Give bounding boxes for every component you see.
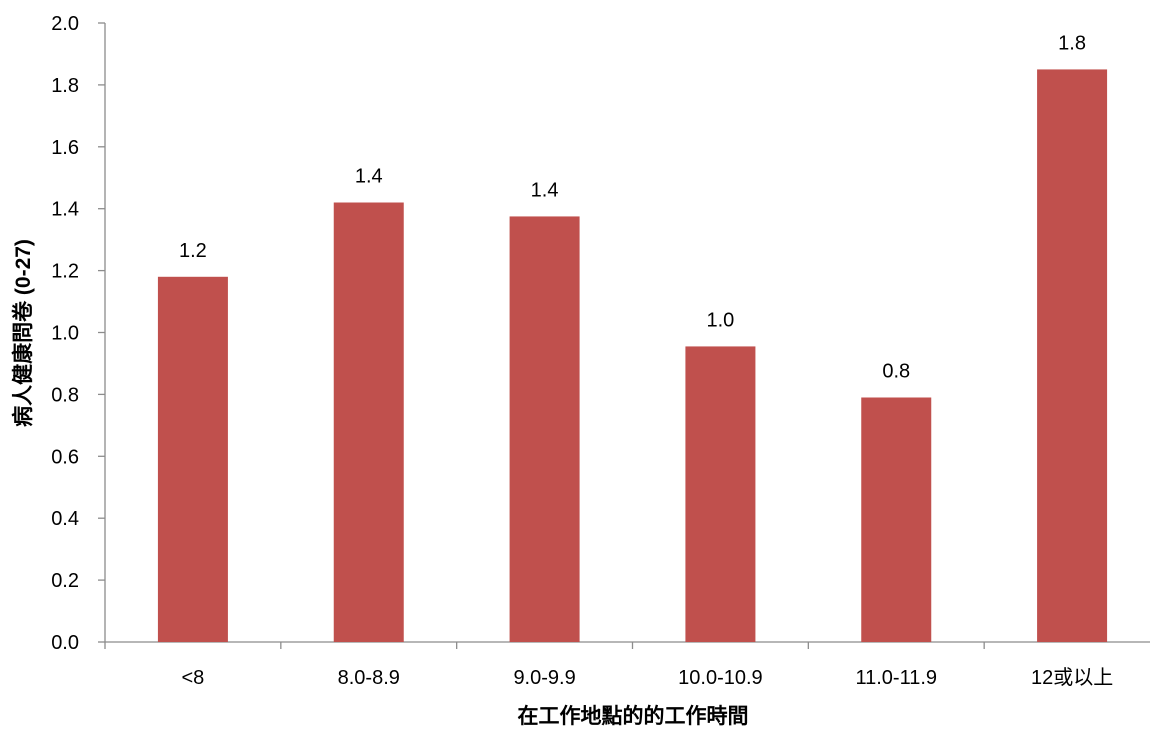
x-axis: <8 8.0-8.9 9.0-9.9 10.0-10.9 11.0-11.9 12或以上 [104,641,1150,689]
y-tick-label: 1.2 [51,261,79,283]
x-tick-label: <8 [182,667,205,689]
bar [685,346,756,642]
data-label: 1.2 [179,240,207,262]
y-tick-label: 0.0 [51,632,79,654]
y-tick-label: 0.8 [51,384,79,406]
y-tick-label: 2.0 [51,13,79,35]
data-label: 1.8 [1058,32,1086,54]
bar [1037,69,1108,643]
y-tick-label: 0.6 [51,446,79,468]
x-tick-label: 9.0-9.9 [513,667,575,689]
x-axis-title: 在工作地點的的工作時間 [518,704,749,728]
y-axis-title: 病人健康問卷 (0-27) [11,239,35,427]
data-label: 0.8 [882,360,910,382]
y-tick-label: 1.6 [51,137,79,159]
x-tick-label: 10.0-10.9 [678,667,763,689]
y-tick-label: 1.4 [51,199,79,221]
y-axis: 0.0 0.2 0.4 0.6 0.8 1.0 1.2 1.4 1.6 1.8 2.0 [51,13,106,654]
data-labels: 1.2 1.4 1.4 1.0 0.8 1.8 [179,32,1086,382]
bar [157,276,228,642]
data-label: 1.4 [355,166,383,188]
bar [509,216,580,642]
data-label: 1.0 [707,309,735,331]
bar [861,397,932,642]
y-tick-label: 0.4 [51,508,79,530]
y-tick-label: 1.0 [51,323,79,345]
data-label: 1.4 [531,179,559,201]
x-tick-label: 12或以上 [1031,666,1113,689]
bars [157,69,1108,643]
y-tick-label: 1.8 [51,75,79,97]
x-tick-label: 11.0-11.9 [855,667,937,689]
y-tick-label: 0.2 [51,570,79,592]
bar [333,202,404,642]
x-tick-label: 8.0-8.9 [338,667,400,689]
